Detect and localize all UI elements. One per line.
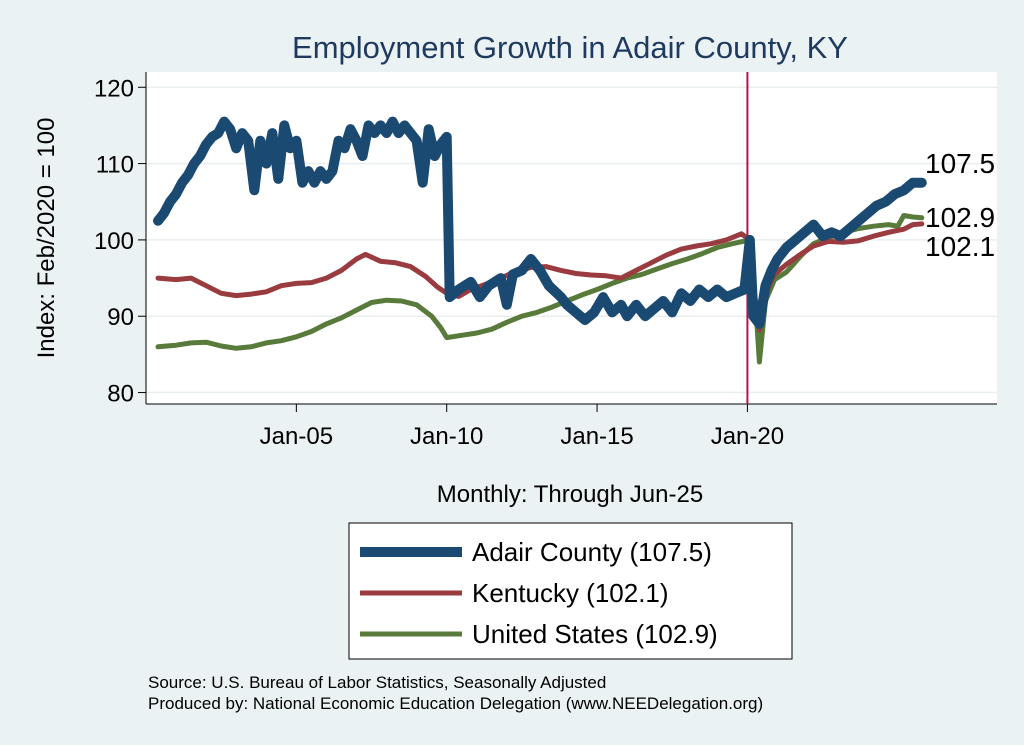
legend-label-us: United States (102.9) <box>472 619 718 649</box>
x-tick-label-Jan-20: Jan-20 <box>711 423 784 450</box>
y-tick-label-90: 90 <box>107 304 134 331</box>
end-label-adair: 107.5 <box>925 148 995 179</box>
end-label-kentucky: 102.1 <box>925 231 995 262</box>
source-note: Source: U.S. Bureau of Labor Statistics,… <box>148 673 606 692</box>
y-tick-label-100: 100 <box>94 228 134 255</box>
y-tick-label-120: 120 <box>94 75 134 102</box>
series-line-adair <box>153 116 927 329</box>
legend-label-adair: Adair County (107.5) <box>472 537 712 567</box>
produced-by-note: Produced by: National Economic Education… <box>148 694 763 713</box>
x-tick-label-Jan-10: Jan-10 <box>410 423 483 450</box>
x-tick-label-Jan-15: Jan-15 <box>560 423 633 450</box>
legend: Adair County (107.5) Kentucky (102.1) Un… <box>360 537 718 649</box>
y-tick-label-80: 80 <box>107 381 134 408</box>
chart-title: Employment Growth in Adair County, KY <box>292 30 848 65</box>
legend-label-kentucky: Kentucky (102.1) <box>472 578 669 608</box>
y-axis-ticks: 80 90 100 110 120 <box>94 75 146 408</box>
series-layer <box>153 116 927 365</box>
x-axis-ticks: Jan-05 Jan-10 Jan-15 Jan-20 <box>260 404 784 450</box>
end-label-us: 102.9 <box>925 202 995 233</box>
x-tick-label-Jan-05: Jan-05 <box>260 423 333 450</box>
series-line-kentucky <box>155 221 925 333</box>
x-axis-title: Monthly: Through Jun-25 <box>437 481 703 508</box>
y-tick-label-110: 110 <box>96 152 134 179</box>
y-axis-title: Index: Feb/2020 = 100 <box>33 118 60 359</box>
